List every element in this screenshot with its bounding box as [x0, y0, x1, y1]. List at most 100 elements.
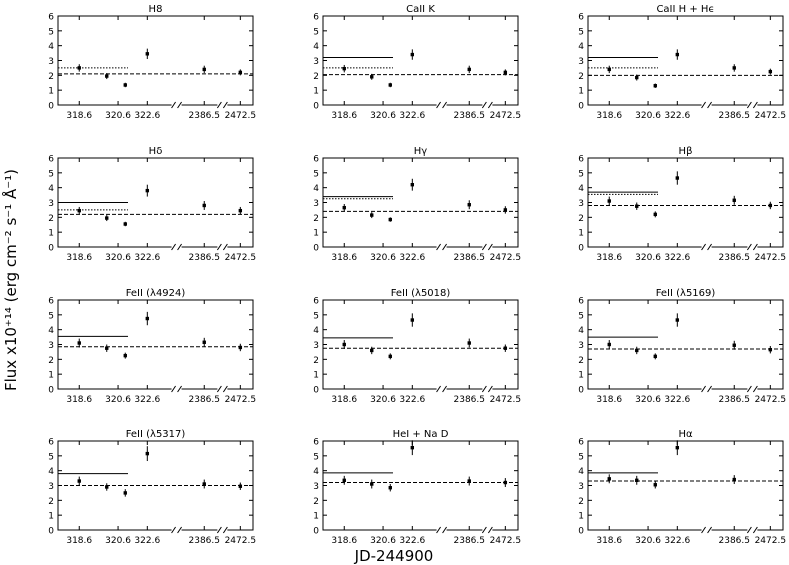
- x-tick-label: 320.6: [105, 536, 131, 546]
- x-tick-label: 2472.5: [755, 111, 787, 121]
- x-tick-label: 2472.5: [225, 253, 257, 263]
- chart-panel: 0 1 2 3 4 5 6 318.6 320.6 322.6 2386.5 2472.5 HeI + …: [313, 429, 521, 546]
- y-tick-label: 1: [578, 87, 584, 97]
- x-tick-label: 318.6: [66, 536, 92, 546]
- axis-break-mark: [746, 385, 752, 393]
- data-point: [105, 485, 109, 489]
- x-tick-label: 322.6: [399, 253, 425, 263]
- x-tick-label: 318.6: [596, 395, 622, 405]
- data-point: [202, 67, 206, 72]
- panel-title: Hα: [678, 429, 693, 440]
- y-tick-label: 1: [578, 229, 584, 239]
- axis-break-mark: [442, 526, 447, 534]
- data-point: [653, 354, 657, 359]
- plot-frame: [587, 440, 784, 531]
- axis-break-gap: [701, 243, 712, 251]
- y-tick-label: 2: [48, 356, 54, 366]
- chart-panel: 0 1 2 3 4 5 6 318.6 320.6 322.6 2386.5 2472.5 Hα: [578, 429, 786, 546]
- x-tick-label: 322.6: [134, 111, 160, 121]
- data-point: [77, 479, 81, 483]
- x-tick-label: 320.6: [635, 253, 661, 263]
- axis-break-mark: [177, 243, 182, 251]
- y-tick-label: 6: [578, 297, 584, 307]
- y-tick-label: 4: [48, 42, 54, 52]
- panel-title: Hβ: [679, 146, 693, 157]
- axis-break-gap: [482, 243, 493, 251]
- axis-break-mark: [171, 526, 176, 534]
- axis-break-mark: [177, 385, 182, 393]
- x-tick-label: 322.6: [134, 253, 160, 263]
- x-tick-label: 2386.5: [189, 111, 221, 121]
- chart-panel: 0 1 2 3 4 5 6 318.6 320.6 322.6 2386.5 2472.5 H8: [48, 4, 256, 121]
- y-tick-label: 5: [48, 311, 54, 321]
- x-tick-label: 2386.5: [454, 111, 486, 121]
- axis-break-gap: [171, 526, 182, 534]
- data-point: [342, 342, 346, 347]
- y-tick-label: 6: [48, 438, 54, 448]
- y-tick-label: 2: [48, 214, 54, 224]
- axis-break-mark: [701, 526, 706, 534]
- y-tick-label: 5: [48, 27, 54, 37]
- figure-y-label: Flux x10⁺¹⁴ (erg cm⁻² s⁻¹ Å⁻¹): [1, 169, 20, 391]
- x-tick-label: 318.6: [66, 395, 92, 405]
- x-tick-label: 2386.5: [719, 536, 751, 546]
- x-tick-label: 320.6: [635, 536, 661, 546]
- y-tick-label: 5: [48, 452, 54, 462]
- axis-break-gap: [217, 526, 228, 534]
- data-point: [410, 318, 415, 322]
- plot-frame: [587, 15, 784, 106]
- y-tick-label: 1: [48, 512, 54, 522]
- panel-title: HeI + Na D: [393, 429, 449, 440]
- axis-break-mark: [177, 101, 182, 109]
- y-tick-label: 2: [578, 356, 584, 366]
- axis-break-mark: [442, 101, 447, 109]
- panel-title: H8: [149, 4, 163, 15]
- y-tick-label: 0: [48, 386, 54, 396]
- x-tick-label: 2386.5: [189, 253, 221, 263]
- x-tick-label: 2472.5: [490, 111, 522, 121]
- data-point: [410, 445, 415, 450]
- data-point: [732, 477, 736, 482]
- axis-break-gap: [217, 243, 228, 251]
- x-tick-label: 320.6: [635, 395, 661, 405]
- y-tick-label: 3: [578, 199, 584, 209]
- data-point: [370, 348, 374, 353]
- x-tick-label: 318.6: [596, 536, 622, 546]
- axis-break-gap: [701, 526, 712, 534]
- data-point: [202, 340, 206, 344]
- data-point: [635, 75, 639, 80]
- data-point: [675, 445, 680, 450]
- data-point: [675, 318, 680, 322]
- y-tick-label: 6: [313, 297, 319, 307]
- data-point: [467, 341, 471, 345]
- plot-frame: [322, 157, 519, 248]
- axis-break-gap: [171, 101, 182, 109]
- x-tick-label: 2472.5: [225, 395, 257, 405]
- x-tick-label: 320.6: [370, 395, 396, 405]
- axis-break-mark: [171, 101, 176, 109]
- data-point: [105, 74, 109, 78]
- axis-break-mark: [701, 243, 706, 251]
- axis-break-mark: [222, 385, 228, 393]
- x-tick-label: 322.6: [664, 111, 690, 121]
- data-point: [410, 183, 415, 187]
- x-tick-label: 322.6: [134, 536, 160, 546]
- y-tick-label: 2: [578, 72, 584, 82]
- data-point: [635, 204, 639, 208]
- plot-frame: [57, 15, 254, 106]
- data-point: [653, 483, 657, 487]
- data-point: [77, 66, 81, 70]
- axis-break-mark: [746, 243, 752, 251]
- axis-break-gap: [747, 243, 758, 251]
- y-tick-label: 4: [578, 184, 584, 194]
- data-point: [635, 348, 639, 353]
- x-tick-label: 2386.5: [454, 395, 486, 405]
- axis-break-mark: [442, 385, 447, 393]
- y-tick-label: 0: [313, 527, 319, 537]
- y-tick-label: 4: [578, 467, 584, 477]
- axis-break-gap: [482, 385, 493, 393]
- data-point: [768, 347, 773, 352]
- axis-break-mark: [746, 101, 752, 109]
- data-point: [410, 52, 415, 57]
